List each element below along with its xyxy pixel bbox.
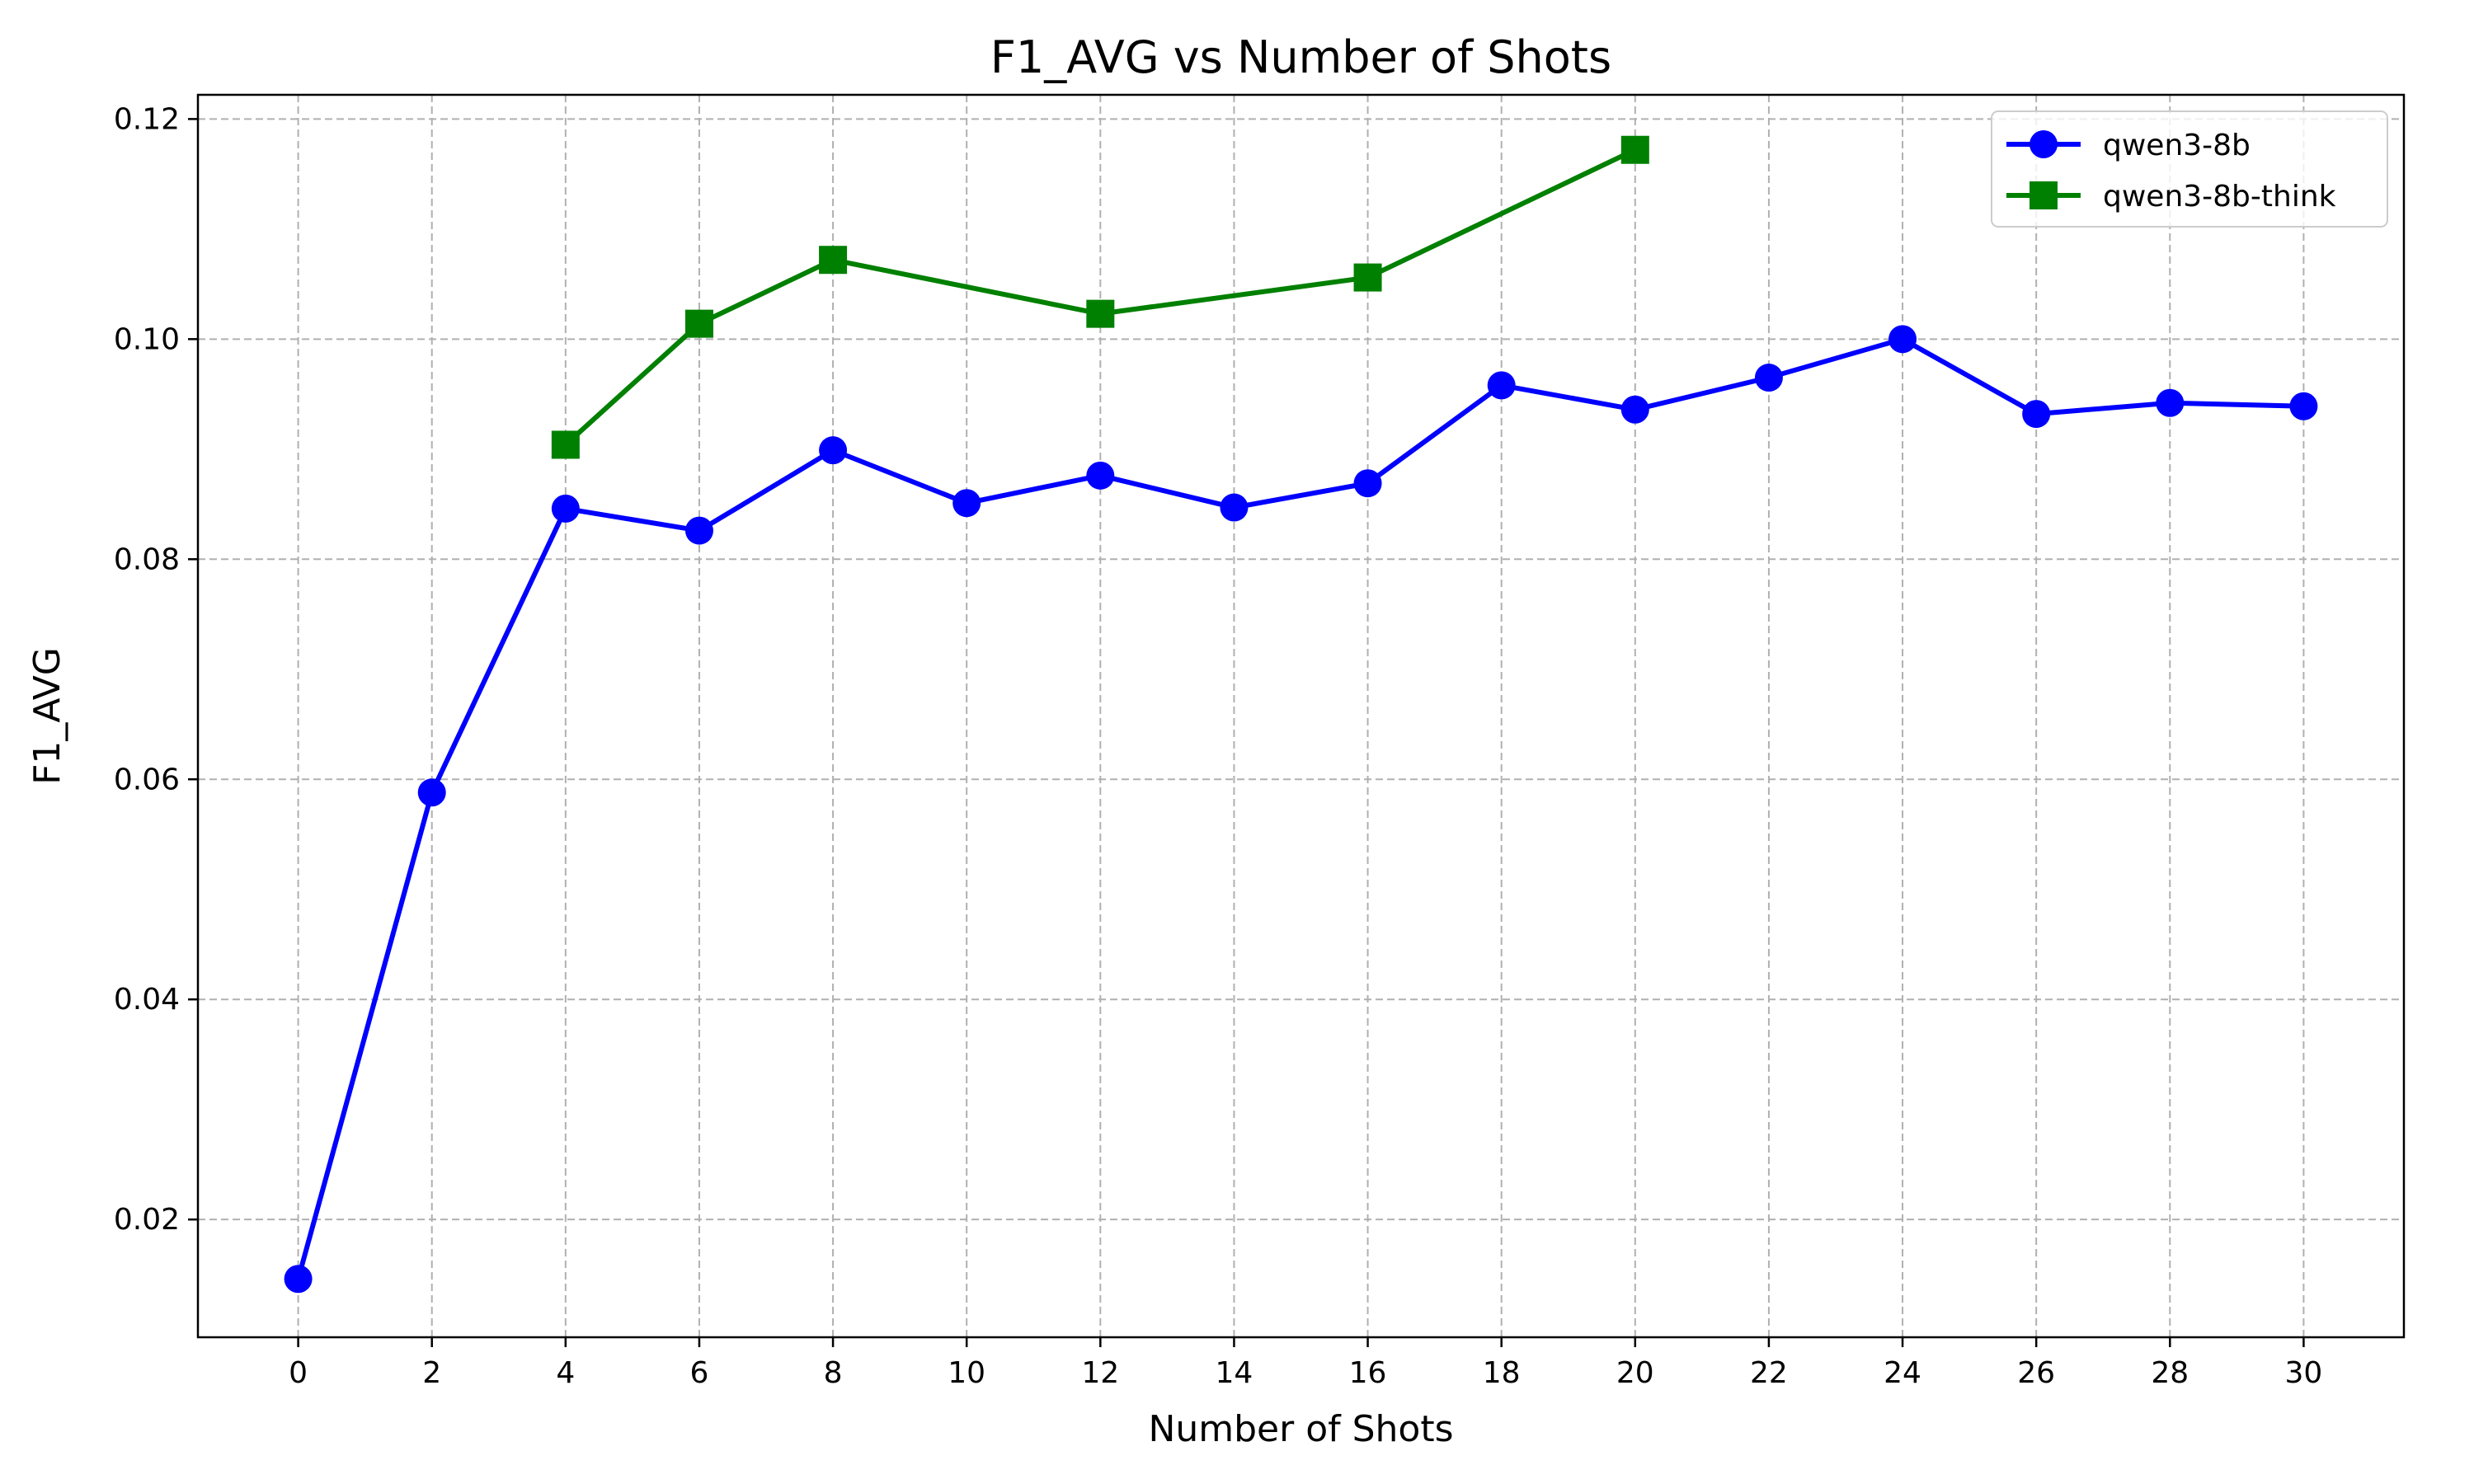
qwen3-8b-point <box>1888 325 1917 354</box>
legend-marker <box>2030 181 2058 209</box>
x-tick-label: 20 <box>1616 1356 1654 1390</box>
qwen3-8b-point <box>1487 371 1516 400</box>
qwen3-8b-think-point <box>1620 135 1649 164</box>
series-qwen3-8b <box>284 325 2318 1294</box>
qwen3-8b-think-point <box>1086 299 1115 328</box>
x-tick-label: 0 <box>289 1356 308 1390</box>
grid <box>198 95 2404 1337</box>
x-tick-label: 30 <box>2285 1356 2323 1390</box>
qwen3-8b-point <box>2022 400 2051 429</box>
x-tick-label: 12 <box>1081 1356 1119 1390</box>
qwen3-8b-point <box>1086 461 1115 490</box>
y-tick-label: 0.08 <box>114 542 180 576</box>
qwen3-8b-point <box>684 516 713 545</box>
qwen3-8b-think-point <box>819 246 848 275</box>
x-tick-label: 18 <box>1483 1356 1521 1390</box>
y-tick-label: 0.02 <box>114 1203 180 1237</box>
qwen3-8b-point <box>551 494 580 523</box>
x-tick-label: 14 <box>1216 1356 1253 1390</box>
legend-entry-qwen3-8b-think: qwen3-8b-think <box>2006 180 2336 214</box>
qwen3-8b-point <box>284 1265 313 1294</box>
legend-label: qwen3-8b-think <box>2103 180 2336 214</box>
legend-marker <box>2030 130 2058 158</box>
x-tick-label: 24 <box>1884 1356 1921 1390</box>
qwen3-8b-point <box>1620 395 1649 424</box>
qwen3-8b-point <box>952 489 981 518</box>
x-tick-label: 6 <box>690 1356 709 1390</box>
legend-box <box>1991 110 2388 228</box>
qwen3-8b-point <box>2289 392 2318 420</box>
x-tick-label: 16 <box>1349 1356 1387 1390</box>
qwen3-8b-point <box>417 778 446 807</box>
y-tick-label: 0.06 <box>114 763 180 796</box>
series-qwen3-8b-think <box>551 135 1649 459</box>
ticks: 0 2 4 6 8 10 12 14 16 18 20 22 24 26 28 300.020.040.060… <box>114 102 2322 1390</box>
x-tick-label: 26 <box>2017 1356 2055 1390</box>
x-axis-label: Number of Shots <box>1148 1408 1453 1450</box>
qwen3-8b-think-point <box>1353 263 1382 292</box>
x-tick-label: 4 <box>556 1356 575 1390</box>
qwen3-8b-think-point <box>684 309 713 338</box>
series-layer <box>284 135 2318 1294</box>
plot-frame <box>196 93 2406 1339</box>
qwen3-8b-point <box>819 436 848 465</box>
chart-title: F1_AVG vs Number of Shots <box>990 31 1611 83</box>
legend-entry-qwen3-8b: qwen3-8b <box>2006 129 2251 162</box>
qwen3-8b-point <box>1754 364 1783 392</box>
y-tick-label: 0.12 <box>114 102 180 136</box>
x-tick-label: 2 <box>422 1356 441 1390</box>
y-tick-label: 0.10 <box>114 322 180 356</box>
x-tick-label: 8 <box>824 1356 843 1390</box>
qwen3-8b-point <box>1353 469 1382 498</box>
x-tick-label: 10 <box>948 1356 985 1390</box>
y-axis-label: F1_AVG <box>26 647 68 785</box>
qwen3-8b-point <box>1220 493 1249 522</box>
qwen3-8b-think-line <box>563 147 1637 447</box>
qwen3-8b-think-point <box>551 430 580 459</box>
qwen3-8b-line <box>295 336 2304 1280</box>
y-tick-label: 0.04 <box>114 983 180 1017</box>
legend-label: qwen3-8b <box>2103 129 2251 162</box>
x-tick-label: 22 <box>1750 1356 1788 1390</box>
qwen3-8b-point <box>2156 388 2185 417</box>
legend-entries: qwen3-8b qwen3-8b-think <box>2006 129 2336 214</box>
legend: qwen3-8b qwen3-8b-think <box>1991 110 2388 228</box>
x-tick-label: 28 <box>2151 1356 2189 1390</box>
